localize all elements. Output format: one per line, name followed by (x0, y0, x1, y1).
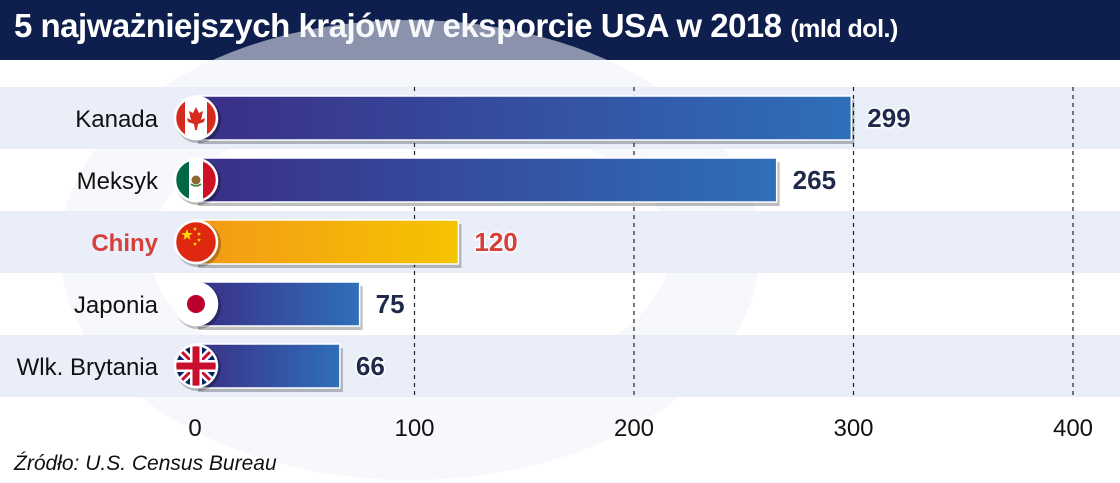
category-label: Chiny (91, 230, 158, 257)
category-label: Kanada (75, 106, 158, 133)
value-label: 120 (474, 227, 517, 257)
flag-china-icon (173, 219, 221, 267)
value-label: 75 (376, 289, 405, 319)
bar-2 (194, 219, 460, 265)
flag-uk-icon (173, 343, 221, 391)
flag-mexico-icon (173, 157, 221, 205)
category-label: Meksyk (77, 168, 159, 195)
x-tick-label: 300 (833, 415, 873, 442)
x-tick-label: 200 (614, 415, 654, 442)
category-label: Wlk. Brytania (17, 354, 159, 381)
bar-3 (194, 281, 361, 327)
flag-japan-icon (173, 281, 221, 329)
value-label: 66 (356, 351, 385, 381)
x-tick-label: 400 (1053, 415, 1093, 442)
source-note: Źródło: U.S. Census Bureau (14, 452, 277, 475)
x-tick-label: 0 (188, 415, 201, 442)
value-label: 265 (793, 165, 836, 195)
row-band (0, 211, 1120, 273)
bar-0 (194, 95, 853, 141)
x-tick-label: 100 (394, 415, 434, 442)
chart-title-unit: (mld dol.) (790, 15, 898, 43)
value-label: 299 (867, 103, 910, 133)
flag-canada-icon (173, 95, 221, 143)
bar-1 (194, 157, 778, 203)
category-label: Japonia (74, 292, 159, 319)
row-band (0, 335, 1120, 397)
